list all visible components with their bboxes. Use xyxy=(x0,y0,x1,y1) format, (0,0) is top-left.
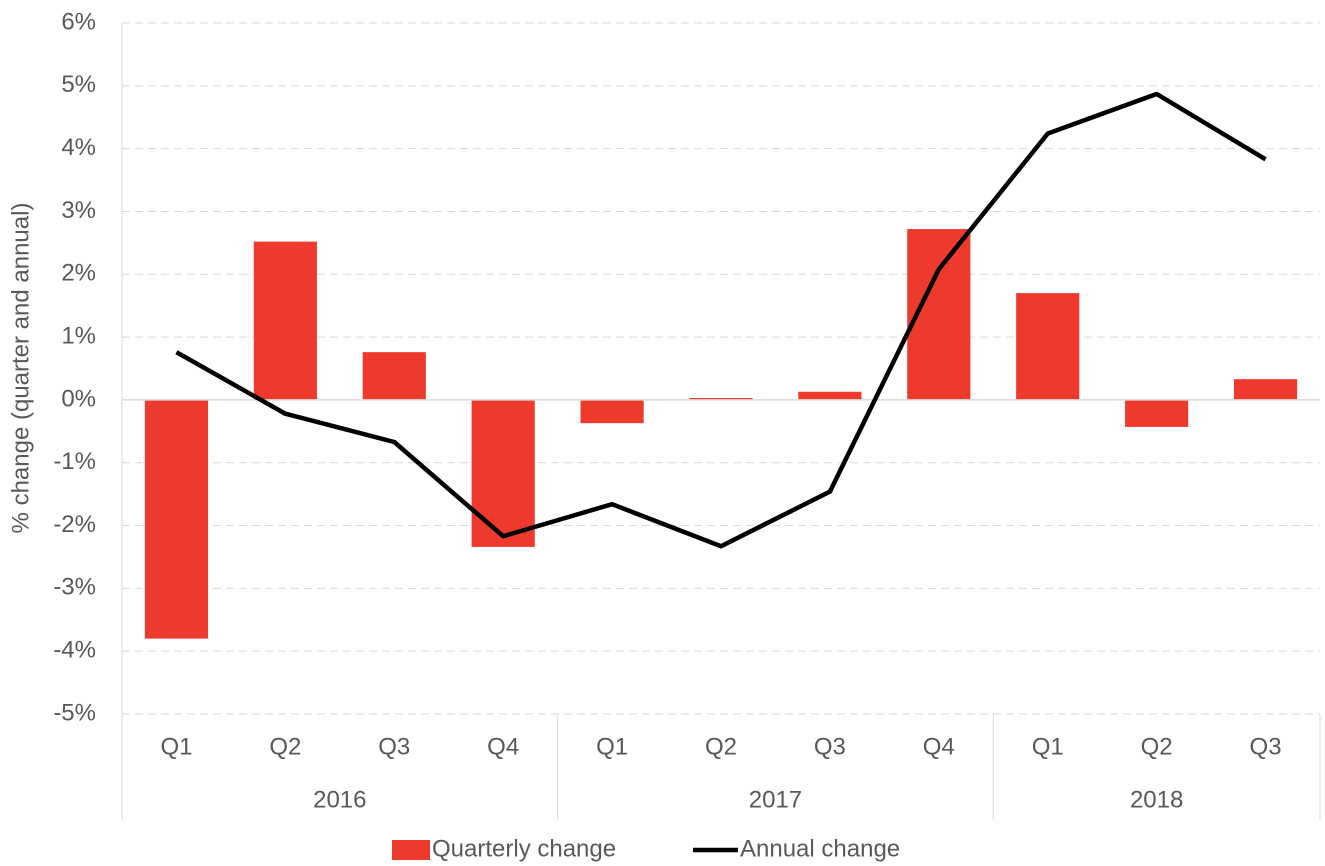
bar xyxy=(1125,399,1189,427)
group-label: 2018 xyxy=(1130,786,1183,813)
bar xyxy=(689,398,753,400)
bar xyxy=(1233,379,1298,400)
bar xyxy=(471,399,535,547)
bar xyxy=(253,241,317,400)
bar xyxy=(798,391,862,400)
y-tick-label: 6% xyxy=(61,8,96,35)
x-tick-label: Q1 xyxy=(1032,733,1064,760)
y-tick-label: 1% xyxy=(61,322,96,349)
y-tick-label: -2% xyxy=(53,511,96,538)
y-tick-label: 5% xyxy=(61,71,96,98)
x-tick-label: Q2 xyxy=(705,733,737,760)
group-label: 2016 xyxy=(313,786,366,813)
x-tick-label: Q3 xyxy=(814,733,846,760)
group-label: 2017 xyxy=(749,786,802,813)
y-tick-label: 3% xyxy=(61,197,96,224)
bar xyxy=(1016,293,1080,400)
bar xyxy=(580,399,644,424)
bar xyxy=(362,352,426,400)
y-tick-label: 4% xyxy=(61,134,96,161)
x-tick-label: Q3 xyxy=(1250,733,1282,760)
x-tick-label: Q4 xyxy=(487,733,519,760)
line xyxy=(175,91,1267,549)
y-tick-label: -4% xyxy=(53,637,96,664)
x-tick-label: Q3 xyxy=(378,733,410,760)
x-tick-label: Q4 xyxy=(923,733,955,760)
y-tick-label: -5% xyxy=(53,699,96,726)
bar xyxy=(144,399,209,639)
y-tick-label: -1% xyxy=(53,448,96,475)
legend-label: Annual change xyxy=(740,835,900,862)
x-tick-label: Q2 xyxy=(269,733,301,760)
x-tick-label: Q1 xyxy=(160,733,192,760)
x-tick-label: Q2 xyxy=(1141,733,1173,760)
y-axis-label: % change (quarter and annual) xyxy=(7,203,34,534)
y-tick-label: 0% xyxy=(61,385,96,412)
legend-swatch xyxy=(392,840,430,860)
x-tick-label: Q1 xyxy=(596,733,628,760)
legend-label: Quarterly change xyxy=(432,835,616,862)
y-tick-label: -3% xyxy=(53,574,96,601)
y-tick-label: 2% xyxy=(61,260,96,287)
